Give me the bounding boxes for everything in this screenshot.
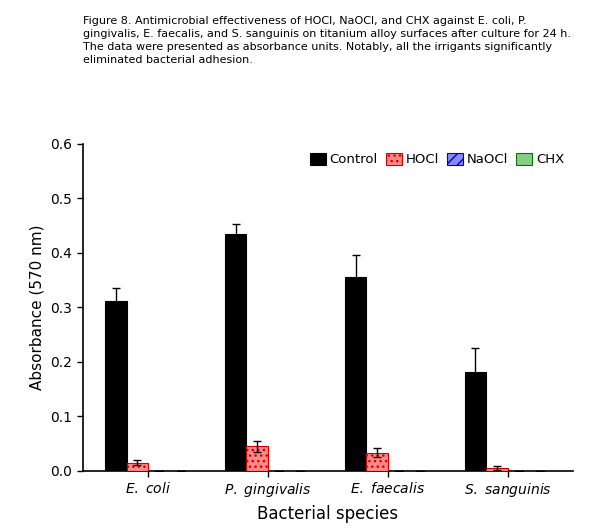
Y-axis label: Absorbance (570 nm): Absorbance (570 nm): [30, 224, 45, 390]
Bar: [366, 453, 388, 471]
Bar: [345, 277, 366, 471]
Bar: [486, 468, 508, 471]
Bar: [225, 234, 246, 471]
X-axis label: Bacterial species: Bacterial species: [258, 505, 398, 523]
Legend: Control, HOCl, NaOCl, CHX: Control, HOCl, NaOCl, CHX: [307, 150, 567, 169]
Text: Figure 8. Antimicrobial effectiveness of HOCl, NaOCl, and CHX against E. coli, P: Figure 8. Antimicrobial effectiveness of…: [83, 16, 571, 66]
Bar: [105, 302, 126, 471]
Bar: [465, 372, 486, 471]
Bar: [246, 446, 268, 471]
Bar: [126, 463, 148, 471]
